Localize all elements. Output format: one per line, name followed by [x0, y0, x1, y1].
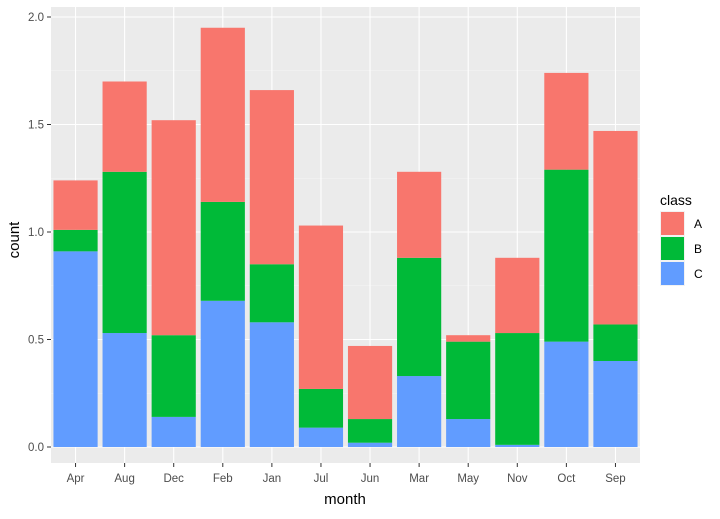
bar-sep-a [593, 130, 638, 325]
bar-dec-a [151, 120, 196, 336]
bar-nov-b [495, 333, 540, 445]
bar-nov-a [495, 257, 540, 334]
bar-apr-b [53, 229, 98, 252]
x-tick-label: Nov [507, 473, 528, 485]
x-tick-label: May [457, 473, 479, 485]
y-tick-label: 1.0 [28, 227, 44, 239]
bar-may-a [446, 335, 491, 342]
bar-apr-c [53, 251, 98, 447]
legend-key-a [661, 212, 684, 235]
x-tick-label: Mar [409, 473, 429, 485]
bar-jul-a [298, 225, 344, 389]
x-tick-label: Jan [263, 473, 282, 485]
bar-apr-a [53, 180, 98, 230]
bar-aug-c [102, 333, 147, 447]
legend-label-b: B [694, 242, 702, 256]
bar-may-b [446, 341, 491, 420]
bar-jan-b [249, 264, 294, 323]
legend-label-c: C [694, 267, 703, 281]
legend-key-b [661, 237, 684, 260]
legend: class ABC [660, 192, 703, 286]
legend-title: class [660, 192, 692, 208]
bar-dec-c [151, 416, 196, 447]
legend-label-a: A [694, 217, 702, 231]
x-tick-label: Apr [67, 473, 85, 485]
x-tick-label: Aug [114, 473, 134, 485]
bar-jun-a [347, 345, 393, 420]
bar-mar-b [397, 257, 442, 377]
bar-feb-c [200, 300, 245, 447]
bar-sep-b [593, 324, 638, 361]
legend-key-c [661, 262, 684, 285]
bar-nov-c [495, 444, 540, 447]
bar-feb-a [200, 27, 245, 202]
y-tick-label: 0.0 [28, 442, 44, 454]
bar-jun-c [347, 442, 393, 447]
bar-jan-a [249, 90, 294, 265]
y-tick-label: 2.0 [28, 12, 44, 24]
bar-aug-a [102, 81, 147, 172]
x-tick-label: Jun [361, 473, 380, 485]
x-tick-label: Sep [605, 473, 625, 485]
bar-mar-a [397, 171, 442, 258]
bar-may-c [446, 419, 491, 447]
x-tick-label: Jul [314, 473, 329, 485]
bar-aug-b [102, 171, 147, 334]
x-tick-label: Feb [213, 473, 233, 485]
bar-oct-b [544, 169, 589, 342]
axes-layer: 0.0 0.5 1.0 1.5 2.0 Apr Aug Dec Feb Jan Jul Jun Mar M… [28, 12, 626, 485]
bar-feb-b [200, 201, 245, 301]
y-axis-label: count [6, 221, 23, 259]
bar-oct-a [544, 72, 589, 170]
y-tick-label: 1.5 [28, 120, 44, 132]
y-tick-label: 0.5 [28, 335, 44, 347]
x-tick-label: Dec [163, 473, 184, 485]
bars-layer [53, 27, 638, 447]
bar-sep-c [593, 361, 638, 447]
bar-jul-c [298, 427, 344, 447]
bar-oct-c [544, 341, 589, 447]
bar-jun-b [347, 419, 393, 443]
bar-dec-b [151, 335, 196, 417]
bar-jan-c [249, 322, 294, 447]
bar-jul-b [298, 388, 344, 428]
bar-mar-c [397, 376, 442, 447]
panel-background [51, 7, 640, 463]
x-axis-label: month [324, 491, 366, 508]
x-tick-label: Oct [557, 473, 576, 485]
